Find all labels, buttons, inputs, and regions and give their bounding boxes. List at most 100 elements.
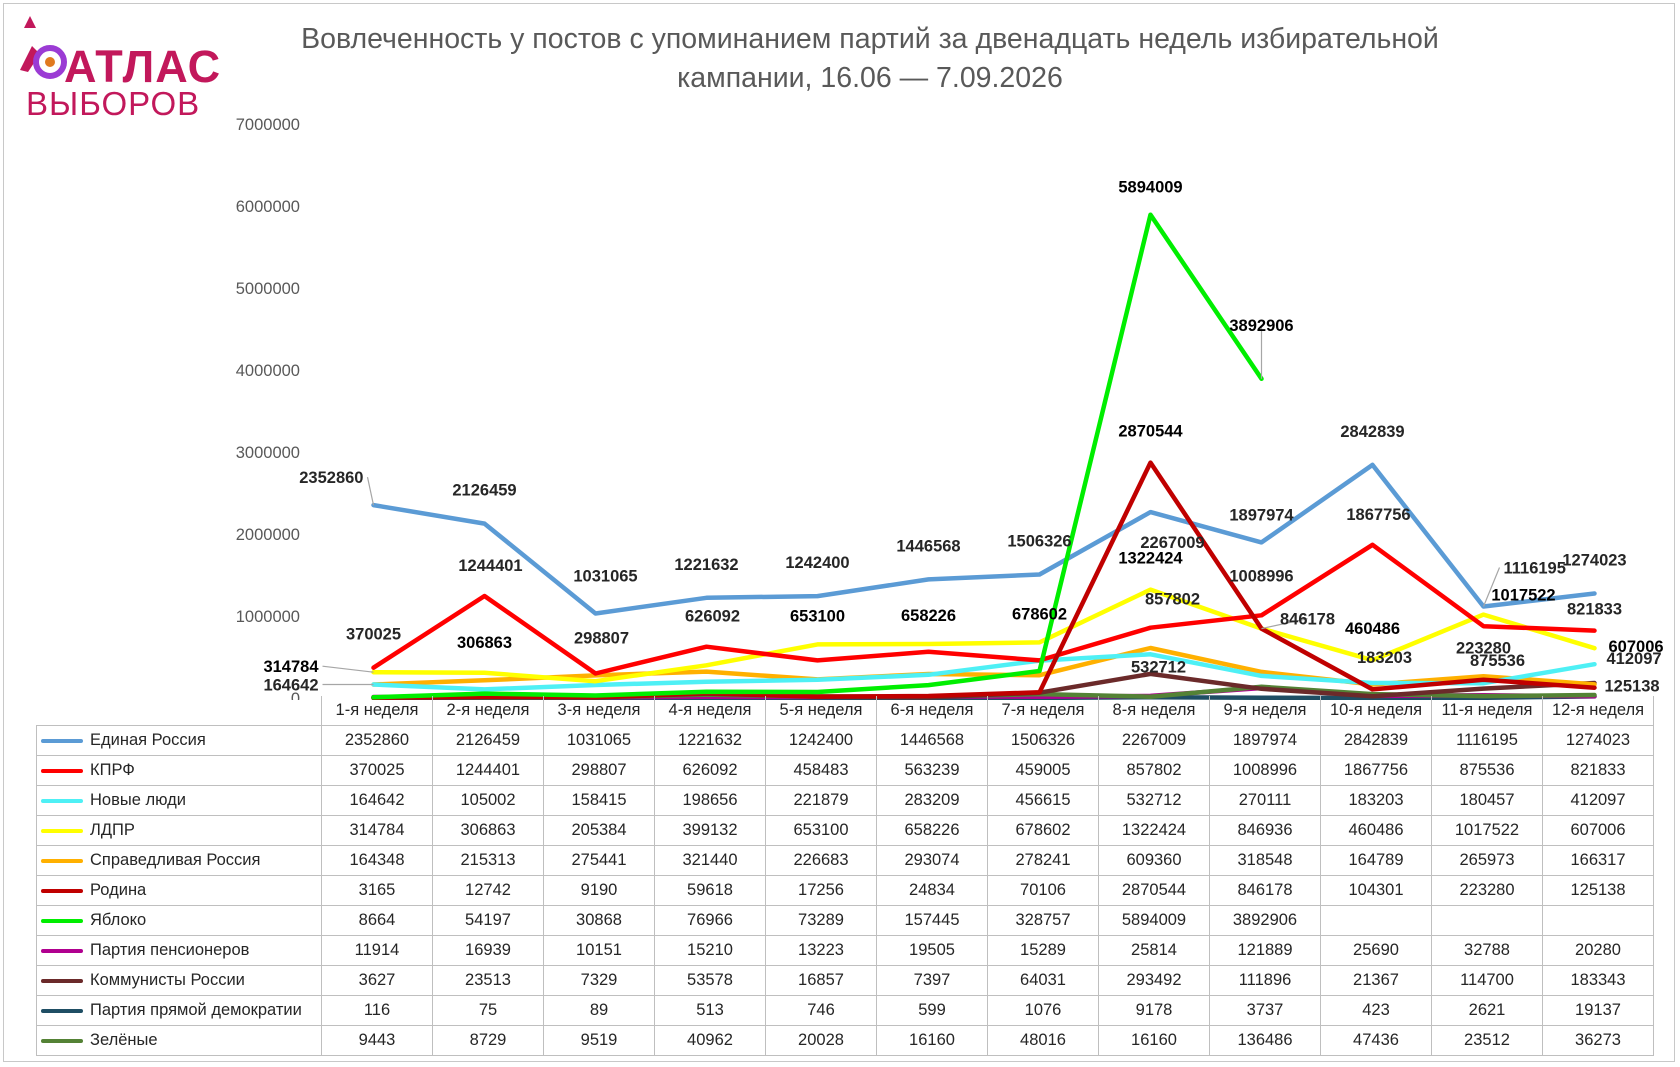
table-cell: 8729 (432, 1025, 544, 1056)
table-row: КПРФ 370025 1244401 298807 626092 458483 56323… (36, 755, 1654, 786)
table-cell: 2352860 (321, 725, 433, 756)
table-cell: 318548 (1209, 845, 1321, 876)
legend-entry: Единая Россия (36, 725, 322, 756)
table-row: Коммунисты России 3627 23513 7329 53578 16857… (36, 965, 1654, 996)
x-tick-label: 3-я неделя (543, 696, 655, 726)
data-label: 125138 (1605, 678, 1660, 696)
table-cell: 23513 (432, 965, 544, 996)
data-label: 658226 (901, 607, 956, 625)
table-cell: 2621 (1431, 995, 1543, 1026)
y-tick-label: 6000000 (236, 198, 300, 216)
label-leader-line (322, 665, 374, 673)
table-cell: 1221632 (654, 725, 766, 756)
legend-label: Партия пенсионеров (90, 941, 250, 959)
data-label: 164642 (263, 676, 318, 694)
data-label: 1322424 (1118, 550, 1183, 568)
data-label: 2352860 (299, 469, 363, 487)
legend-line-icon (41, 888, 83, 893)
table-cell: 32788 (1431, 935, 1543, 966)
table-cell: 599 (876, 995, 988, 1026)
legend-line-icon (41, 948, 83, 953)
table-cell: 7397 (876, 965, 988, 996)
table-cell: 114700 (1431, 965, 1543, 996)
table-cell: 73289 (765, 905, 877, 936)
table-row: Партия пенсионеров 11914 16939 10151 15210 13… (36, 935, 1654, 966)
table-row: Новые люди 164642 105002 158415 198656 221879… (36, 785, 1654, 816)
table-cell: 5894009 (1098, 905, 1210, 936)
data-label: 1897974 (1229, 506, 1294, 524)
legend-label: Единая Россия (90, 731, 206, 749)
data-label: 1274023 (1562, 552, 1626, 570)
table-cell: 15210 (654, 935, 766, 966)
table-cell: 30868 (543, 905, 655, 936)
table-cell: 76966 (654, 905, 766, 936)
data-label: 1017522 (1491, 587, 1555, 605)
table-cell: 314784 (321, 815, 433, 846)
data-label: 821833 (1567, 601, 1622, 619)
data-label: 2126459 (452, 482, 516, 500)
data-label: 1008996 (1229, 567, 1293, 585)
x-tick-label: 1-я неделя (321, 696, 433, 726)
table-cell: 198656 (654, 785, 766, 816)
legend-line-icon (41, 798, 83, 803)
table-cell: 1244401 (432, 755, 544, 786)
table-cell: 1446568 (876, 725, 988, 756)
data-label: 183203 (1357, 649, 1412, 667)
table-header-row: 1-я неделя 2-я неделя 3-я неделя 4-я неделя… (37, 696, 1654, 726)
legend-entry: Новые люди (36, 785, 322, 816)
table-cell: 293074 (876, 845, 988, 876)
series-lines (371, 212, 1597, 700)
legend-label: Коммунисты России (90, 971, 245, 989)
series-line-6 (371, 212, 1264, 700)
table-cell: 2267009 (1098, 725, 1210, 756)
table-cell: 136486 (1209, 1025, 1321, 1056)
table-corner (37, 696, 322, 726)
y-tick-label: 3000000 (236, 444, 300, 462)
series-line-3 (371, 587, 1597, 684)
table-cell: 857802 (1098, 755, 1210, 786)
table-cell: 532712 (1098, 785, 1210, 816)
table-cell: 89 (543, 995, 655, 1026)
table-cell: 9190 (543, 875, 655, 906)
table-cell: 293492 (1098, 965, 1210, 996)
data-label: 1031065 (573, 567, 637, 585)
legend-entry: Коммунисты России (36, 965, 322, 996)
table-cell: 1322424 (1098, 815, 1210, 846)
series-line-0 (371, 462, 1597, 616)
x-tick-label: 8-я неделя (1098, 696, 1210, 726)
table-cell: 36273 (1542, 1025, 1654, 1056)
x-tick-label: 7-я неделя (987, 696, 1099, 726)
table-cell: 7329 (543, 965, 655, 996)
table-cell: 10151 (543, 935, 655, 966)
data-label: 1446568 (896, 537, 960, 555)
legend-line-icon (41, 918, 83, 923)
table-cell: 183343 (1542, 965, 1654, 996)
table-row: Родина 3165 12742 9190 59618 17256 24834 70106 2… (36, 875, 1654, 906)
table-cell: 2870544 (1098, 875, 1210, 906)
table-cell: 321440 (654, 845, 766, 876)
y-tick-label: 1000000 (236, 608, 300, 626)
table-cell: 11914 (321, 935, 433, 966)
table-cell: 25814 (1098, 935, 1210, 966)
chart-title: Вовлеченность у постов с упоминанием пар… (301, 23, 1439, 94)
table-cell: 3627 (321, 965, 433, 996)
table-cell: 215313 (432, 845, 544, 876)
table-cell: 399132 (654, 815, 766, 846)
legend-label: КПРФ (90, 761, 135, 779)
legend-line-icon (41, 738, 83, 743)
data-label: 2267009 (1140, 534, 1204, 552)
table-cell: 328757 (987, 905, 1099, 936)
table-cell: 75 (432, 995, 544, 1026)
legend-line-icon (41, 858, 83, 863)
table-cell: 609360 (1098, 845, 1210, 876)
data-label: 2842839 (1340, 423, 1404, 441)
y-tick-label: 5000000 (236, 280, 300, 298)
table-cell: 111896 (1209, 965, 1321, 996)
table-cell: 3892906 (1209, 905, 1321, 936)
line-chart: 0 1000000 2000000 3000000 4000000 5000000 6000… (236, 116, 1664, 700)
data-label: 223280 (1456, 640, 1511, 658)
table-cell: 2842839 (1320, 725, 1432, 756)
data-label: 532712 (1131, 658, 1186, 676)
table-cell: 9178 (1098, 995, 1210, 1026)
table-cell: 183203 (1320, 785, 1432, 816)
